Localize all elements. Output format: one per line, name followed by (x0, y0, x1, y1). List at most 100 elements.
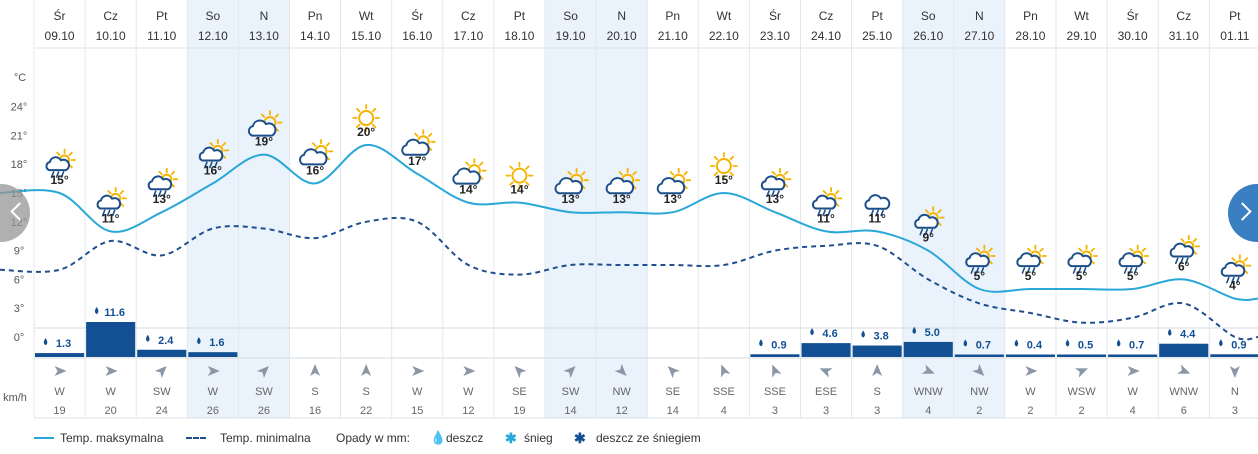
day-of-week-label: Cz (103, 9, 118, 23)
y-axis-tick-label: 6° (14, 274, 25, 286)
rain-drop-icon (1168, 328, 1172, 336)
wind-direction-label: N (1231, 386, 1239, 398)
rain-drop-icon (1116, 339, 1121, 347)
sun-ray (618, 171, 623, 176)
rain-streak (924, 228, 929, 236)
day-of-week-label: Pn (308, 9, 323, 23)
partly-cloudy-icon (605, 167, 641, 195)
wind-arrow-shape (154, 366, 167, 379)
wind-arrow-icon (721, 364, 731, 378)
date-label: 10.10 (96, 29, 126, 43)
precip-value-label: 0.7 (1129, 340, 1144, 352)
rain-drop-icon (759, 339, 763, 347)
sun-ray (1027, 247, 1032, 252)
max-temp-label: 13° (153, 192, 171, 206)
wind-speed-label: 14 (667, 405, 679, 417)
day-of-week-label: Pt (156, 9, 168, 23)
sun-ray (465, 161, 470, 166)
date-label: 16.10 (402, 29, 432, 43)
wind-speed-label: 20 (105, 405, 117, 417)
rain-streak (776, 190, 780, 197)
y-axis-tick-label: 24° (11, 102, 28, 114)
rain-streak (214, 161, 218, 169)
date-label: 18.10 (504, 29, 534, 43)
cloud-shape (96, 194, 122, 210)
wind-arrow-shape (514, 366, 527, 379)
sun-ray (835, 190, 840, 195)
date-label: 29.10 (1067, 29, 1097, 43)
y-axis-tick-label: 0° (14, 332, 25, 344)
precip-bar (188, 352, 238, 357)
sun-ray (509, 181, 514, 186)
max-temp-label: 5° (974, 269, 986, 283)
date-label: 23.10 (760, 29, 790, 43)
partly-cloudy-icon (452, 158, 487, 185)
max-temp-label: 5° (1076, 269, 1088, 283)
y-axis-tick-label: 9° (14, 246, 25, 258)
day-of-week-label: Cz (461, 9, 476, 23)
max-temp-label: 5° (1025, 269, 1037, 283)
precip-value-label: 1.3 (56, 338, 71, 350)
weekend-column-bg (238, 0, 290, 418)
day-of-week-label: Pn (1023, 9, 1038, 23)
precip-bar (1108, 354, 1158, 357)
day-of-week-label: Cz (819, 9, 834, 23)
wind-arrow-icon (207, 366, 220, 376)
wind-direction-label: W (105, 386, 116, 398)
max-temp-label: 15° (50, 173, 68, 187)
max-temp-label: 13° (664, 192, 682, 206)
sun-ray (356, 123, 361, 129)
max-temp-label: 11° (868, 211, 886, 225)
max-temp-label: 20° (357, 125, 375, 139)
rain-streak (1026, 267, 1031, 274)
wind-arrow-icon (563, 366, 576, 379)
max-temp-label: 4° (1229, 279, 1241, 293)
wind-arrow-shape (54, 366, 67, 376)
partly-cloudy-icon (401, 129, 436, 156)
precip-value-label: 0.4 (1027, 340, 1043, 352)
sun-ray (988, 247, 993, 252)
rain-streak (1082, 267, 1087, 274)
rain-streak (817, 209, 821, 217)
rain-streak (771, 190, 775, 197)
wind-arrow-shape (667, 366, 680, 379)
rain-drop-icon (197, 337, 201, 345)
sun-ray (371, 107, 377, 113)
date-label: 01.11 (1220, 29, 1249, 43)
wind-speed-label: 22 (360, 405, 372, 417)
wind-speed-label: 15 (411, 405, 423, 417)
wind-arrow-icon (1127, 366, 1140, 376)
date-label: 31.10 (1169, 29, 1199, 43)
day-of-week-label: Pt (1229, 9, 1241, 23)
precip-value-label: 2.4 (158, 335, 174, 347)
cloud-shape (1220, 261, 1246, 277)
max-temp-label: 13° (766, 192, 784, 206)
cloud-shape (554, 177, 583, 195)
rain-streak (766, 190, 770, 197)
max-temp-label: 11° (817, 211, 835, 225)
wind-arrow-shape (361, 364, 372, 376)
sun-ray (1090, 247, 1095, 252)
max-temp-label: 14° (459, 183, 477, 197)
sun-ray (729, 171, 734, 177)
rain-streak (1128, 267, 1133, 274)
wind-arrow-shape (207, 366, 220, 376)
rain-snow-icon: ✱ (574, 430, 586, 446)
wind-arrow-shape (412, 366, 425, 376)
wind-direction-label: SSE (764, 386, 786, 398)
cloud-shape (299, 148, 328, 166)
wind-arrow-icon (614, 363, 627, 376)
sun-ray (371, 123, 377, 129)
wind-arrow-icon (256, 366, 269, 379)
sun-ray (632, 171, 637, 176)
weekend-column-bg (596, 0, 648, 418)
wind-arrow-icon (105, 366, 118, 376)
day-of-week-label: Śr (411, 8, 423, 23)
max-temp-label: 16° (306, 163, 324, 177)
precip-value-label: 0.7 (976, 340, 991, 352)
sun-icon (709, 152, 738, 180)
precip-bar (1159, 343, 1209, 357)
rain-streak (1184, 257, 1189, 265)
rain-streak (875, 209, 879, 217)
wind-arrow-icon (1025, 366, 1038, 376)
